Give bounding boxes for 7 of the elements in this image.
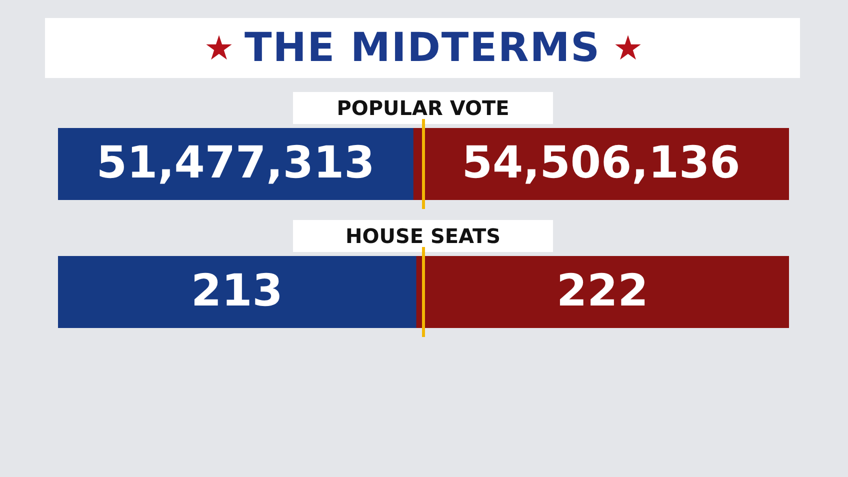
- data-label: 54,506,136: [462, 137, 740, 188]
- data-label: 222: [556, 265, 648, 316]
- chart-title: THE MIDTERMS: [45, 18, 800, 78]
- data-label: 51,477,313: [96, 137, 375, 188]
- chart-subtitle: POPULAR VOTE: [293, 92, 553, 124]
- chart-title: HOUSE SEATS: [293, 220, 553, 252]
- data-label: 213: [191, 265, 283, 316]
